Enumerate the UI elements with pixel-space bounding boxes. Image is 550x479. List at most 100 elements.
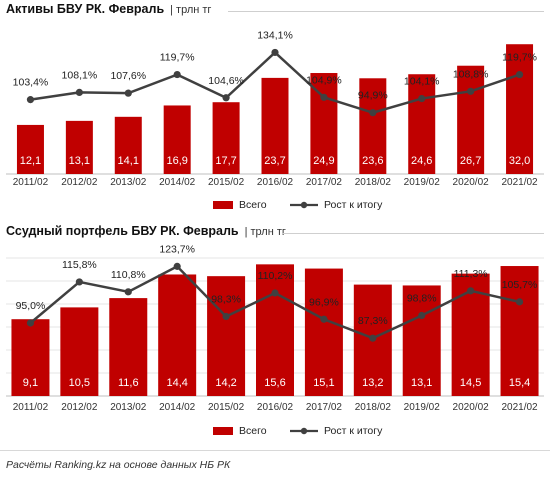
chart-unit: | трлн тг (170, 4, 212, 16)
bar-value-label: 9,1 (23, 377, 38, 389)
bar (457, 65, 485, 174)
bar-value-label: 13,1 (411, 377, 432, 389)
bar (163, 105, 191, 174)
x-tick-label: 2012/02 (61, 402, 98, 413)
bar-value-label: 12,1 (20, 155, 41, 167)
bar (212, 102, 240, 174)
line-point (271, 289, 279, 297)
bar (359, 78, 387, 174)
bar (109, 298, 148, 396)
line-point (369, 109, 377, 117)
line-point (418, 94, 426, 103)
x-tick-label: 2021/02 (501, 402, 538, 413)
title-rule (228, 11, 544, 12)
x-tick-label: 2020/02 (453, 402, 490, 413)
chart-assets: Активы БВУ РК. Февраль | трлн тг 12,1 13,… (0, 0, 550, 222)
x-tick-label: 2019/02 (404, 177, 441, 188)
bar-value-label: 13,2 (362, 377, 383, 389)
x-tick-label: 2018/02 (355, 402, 392, 413)
bar-value-label: 13,1 (69, 155, 90, 167)
line-value-label: 123,7% (159, 243, 195, 255)
line-point (222, 312, 230, 321)
chart-plot-assets: 12,1 13,1 14,1 16,9 17,7 23,7 24,9 23,6 24,6 26,7… (6, 29, 544, 211)
line-point (369, 334, 377, 342)
bar-value-label: 10,5 (69, 377, 90, 389)
line-value-label: 94,9% (358, 90, 388, 102)
x-tick-label: 2013/02 (110, 177, 147, 188)
x-tick-label: 2017/02 (306, 177, 343, 188)
bar (114, 116, 142, 174)
title-rule (282, 233, 544, 234)
x-tick-label: 2014/02 (159, 177, 196, 188)
x-tick-label: 2021/02 (501, 177, 538, 188)
legend-bar-label: Всего (239, 199, 267, 211)
bar (304, 268, 343, 396)
chart-unit: | трлн тг (244, 226, 286, 238)
chart-title-row: Активы БВУ РК. Февраль | трлн тг (6, 2, 211, 20)
x-tick-label: 2011/02 (13, 402, 49, 413)
line-value-label: 134,1% (257, 29, 293, 41)
x-tick-label: 2013/02 (110, 402, 147, 413)
line-value-label: 87,3% (358, 315, 388, 327)
line-point (222, 94, 230, 102)
line-point (515, 298, 524, 306)
line-value-label: 95,0% (16, 300, 46, 312)
bar (207, 276, 246, 396)
x-tick-label: 2011/02 (13, 177, 49, 188)
legend-line-label: Рост к итогу (324, 199, 383, 211)
bar (65, 120, 93, 174)
bar (506, 44, 534, 174)
line-point (75, 278, 83, 286)
bar (60, 307, 99, 396)
bar (11, 319, 50, 396)
line-value-label: 110,2% (258, 270, 293, 282)
legend-line-marker (300, 201, 308, 209)
bar-value-label: 26,7 (460, 155, 481, 167)
legend-bar-label: Всего (239, 425, 267, 437)
line-point (75, 88, 83, 96)
bar-value-label: 32,0 (509, 155, 530, 167)
source-divider (0, 450, 550, 451)
x-tick-label: 2019/02 (404, 402, 441, 413)
bar (256, 264, 294, 396)
line-point (467, 87, 475, 95)
bar-value-label: 14,4 (166, 377, 187, 389)
line-point (124, 288, 132, 296)
x-tick-label: 2020/02 (453, 177, 490, 188)
x-tick-label: 2017/02 (306, 402, 343, 413)
line-point (173, 262, 181, 270)
bar-value-label: 14,2 (215, 377, 236, 389)
line-value-label: 107,6% (110, 70, 146, 82)
bar (500, 266, 539, 396)
chart-title-row: Ссудный портфель БВУ РК. Февраль | трлн … (6, 224, 286, 242)
line-point (418, 311, 426, 320)
bar-value-label: 14,5 (460, 377, 481, 389)
source-note: Расчёты Ranking.kz на основе данных НБ Р… (6, 459, 231, 471)
x-tick-label: 2014/02 (159, 402, 196, 413)
chart-title: Ссудный портфель БВУ РК. Февраль (6, 224, 239, 238)
bar (402, 285, 441, 396)
chart-plot-loans: 9,1 10,5 11,6 14,4 14,2 15,6 15,1 13,2 13,1 14,5 1… (6, 243, 544, 437)
line-value-label: 96,9% (309, 296, 339, 308)
line-point (271, 48, 279, 57)
line-value-label: 108,1% (62, 69, 98, 81)
legend-bar-swatch (213, 427, 233, 435)
legend-bar-swatch (213, 201, 233, 209)
line-value-label: 119,7% (502, 52, 537, 64)
line-value-label: 105,7% (502, 279, 538, 291)
bar (158, 274, 197, 396)
line-value-label: 104,9% (306, 74, 342, 86)
bar-value-label: 24,6 (411, 155, 432, 167)
bar-value-label: 23,7 (264, 155, 285, 167)
line-value-label: 98,3% (211, 293, 241, 305)
bar (408, 74, 436, 174)
bar-value-label: 23,6 (362, 155, 383, 167)
line-value-label: 104,1% (404, 76, 440, 88)
line-point (124, 89, 132, 97)
bar (16, 124, 44, 174)
bar-value-label: 17,7 (215, 155, 236, 167)
line-point (320, 315, 328, 323)
x-tick-label: 2018/02 (355, 177, 392, 188)
line-value-label: 108,8% (453, 68, 489, 80)
line-value-label: 103,4% (13, 77, 49, 89)
